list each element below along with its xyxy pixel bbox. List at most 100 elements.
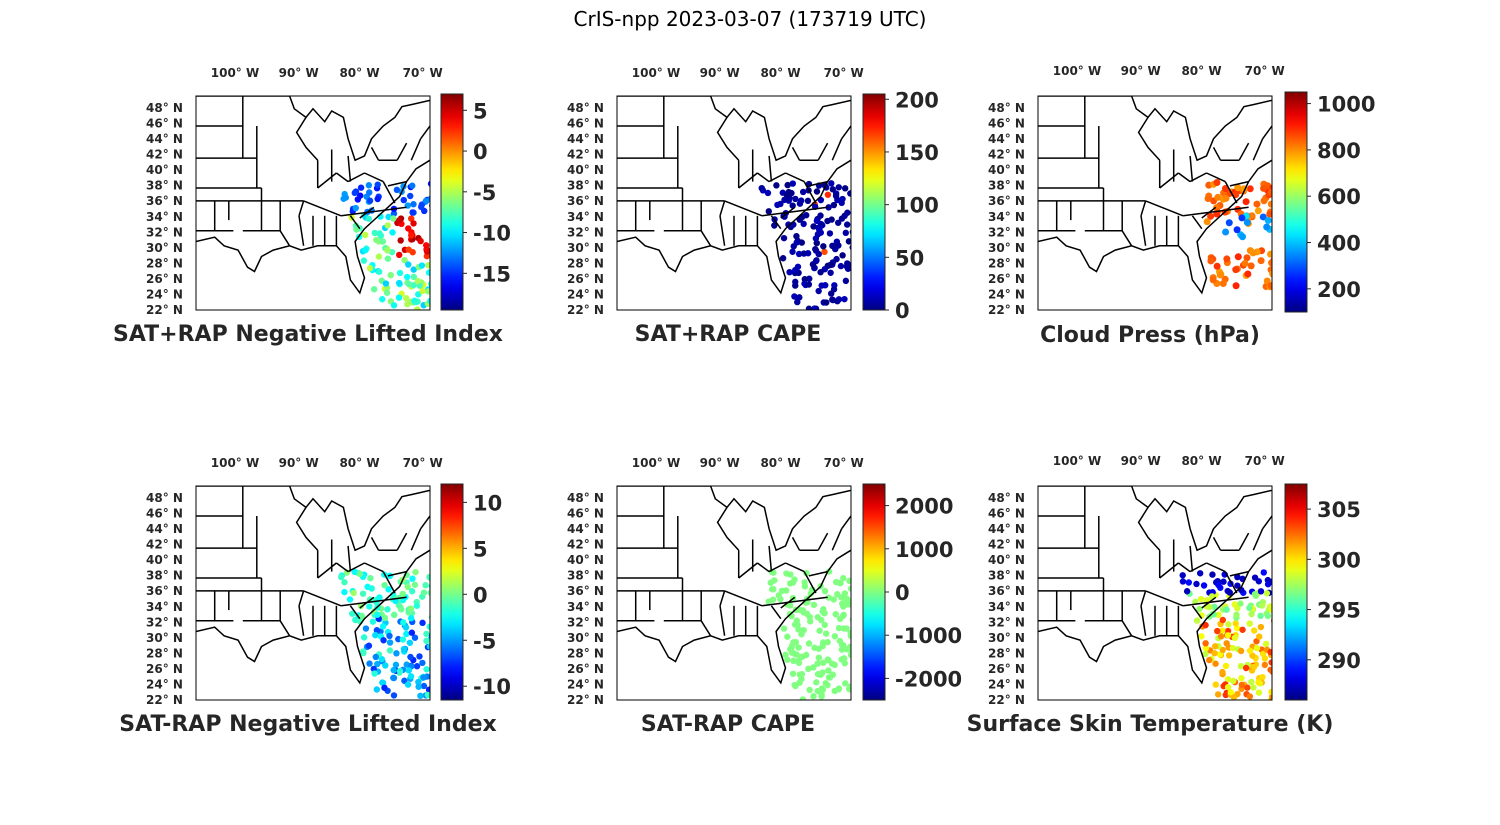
data-point xyxy=(351,568,358,576)
data-point xyxy=(1197,595,1205,603)
data-point xyxy=(386,647,394,654)
data-point xyxy=(424,288,430,295)
lon-tick-label: 80° W xyxy=(1181,64,1221,78)
lat-tick-label: 22° N xyxy=(988,693,1025,707)
data-point xyxy=(405,225,412,232)
data-point xyxy=(775,592,782,599)
data-point xyxy=(1267,250,1272,258)
data-point xyxy=(786,268,793,276)
data-point xyxy=(799,188,807,196)
data-point xyxy=(410,266,417,273)
data-point xyxy=(1256,633,1263,640)
data-point xyxy=(1268,659,1272,666)
data-point xyxy=(1211,643,1219,650)
data-point xyxy=(1260,569,1267,576)
data-point xyxy=(831,633,839,640)
colorbar xyxy=(1284,91,1308,313)
data-point xyxy=(377,232,385,239)
data-point xyxy=(1247,262,1255,270)
data-point xyxy=(765,598,772,605)
data-point xyxy=(1206,656,1213,664)
data-point xyxy=(841,212,848,220)
colorbar-tick-label: 400 xyxy=(1317,232,1361,256)
data-point xyxy=(781,196,788,204)
lat-tick-label: 38° N xyxy=(567,569,604,583)
data-point xyxy=(779,255,787,262)
data-point xyxy=(1209,276,1217,284)
data-point xyxy=(352,204,359,212)
data-point xyxy=(1202,650,1209,658)
lat-tick-label: 40° N xyxy=(988,553,1025,567)
data-point xyxy=(805,281,813,288)
data-point xyxy=(805,665,812,673)
data-point xyxy=(1215,611,1222,619)
data-point xyxy=(354,196,362,203)
data-point xyxy=(399,636,407,643)
lat-tick-label: 42° N xyxy=(567,538,604,552)
state-borders xyxy=(196,486,430,685)
lat-tick-label: 26° N xyxy=(146,272,183,286)
data-point xyxy=(417,237,424,245)
data-point xyxy=(342,194,350,201)
data-point xyxy=(829,671,837,678)
data-point xyxy=(811,305,818,310)
lat-tick-label: 34° N xyxy=(146,600,183,614)
data-point xyxy=(1268,578,1272,585)
lat-tick-label: 36° N xyxy=(988,194,1025,208)
lat-tick-label: 40° N xyxy=(567,163,604,177)
data-point xyxy=(810,693,817,700)
data-point xyxy=(1223,255,1231,263)
lat-tick-label: 40° N xyxy=(146,553,183,567)
lat-tick-label: 24° N xyxy=(567,287,604,301)
data-point xyxy=(1244,684,1251,691)
lon-tick-label: 90° W xyxy=(279,456,319,470)
data-point xyxy=(831,661,838,669)
data-point xyxy=(1207,257,1215,265)
data-point xyxy=(379,623,387,630)
data-point xyxy=(829,242,836,250)
data-point xyxy=(387,271,394,279)
data-point xyxy=(381,581,388,589)
lat-tick-label: 44° N xyxy=(567,132,604,146)
data-point xyxy=(379,238,387,245)
lon-tick-label: 100° W xyxy=(211,66,259,80)
map-frame xyxy=(1037,485,1273,701)
data-point xyxy=(396,251,403,259)
colorbar-tick-label: 295 xyxy=(1317,599,1361,623)
lon-tick-label: 100° W xyxy=(211,456,259,470)
data-point xyxy=(1267,200,1272,208)
data-point xyxy=(369,618,377,625)
data-point xyxy=(826,230,834,237)
lat-tick-label: 40° N xyxy=(988,163,1025,177)
data-point xyxy=(366,197,374,204)
data-point xyxy=(360,257,368,264)
data-point xyxy=(367,574,374,582)
data-point xyxy=(405,261,412,268)
lat-tick-label: 42° N xyxy=(988,148,1025,162)
data-point xyxy=(792,195,799,203)
data-point xyxy=(1211,603,1218,611)
data-point xyxy=(402,624,410,631)
data-point xyxy=(1212,681,1220,688)
colorbar-tick-label: -15 xyxy=(473,262,511,286)
lat-tick-label: 42° N xyxy=(146,148,183,162)
data-point xyxy=(780,234,788,242)
state-borders xyxy=(1038,96,1272,295)
data-point xyxy=(798,239,806,246)
data-point xyxy=(381,684,388,691)
data-point xyxy=(830,596,838,603)
panel-title: SAT+RAP Negative Lifted Index xyxy=(113,322,503,347)
lon-tick-label: 70° W xyxy=(403,456,443,470)
lat-tick-label: 46° N xyxy=(988,507,1025,521)
data-point xyxy=(824,638,831,646)
colorbar-tick-label: -10 xyxy=(473,222,511,246)
colorbar-tick-label: 50 xyxy=(895,246,924,270)
data-point xyxy=(390,674,397,682)
data-point xyxy=(842,680,849,687)
data-point xyxy=(843,221,851,228)
data-point xyxy=(427,589,430,596)
lat-tick-label: 44° N xyxy=(988,522,1025,536)
data-point xyxy=(403,273,411,281)
data-point xyxy=(813,188,821,195)
data-point xyxy=(1224,632,1232,639)
